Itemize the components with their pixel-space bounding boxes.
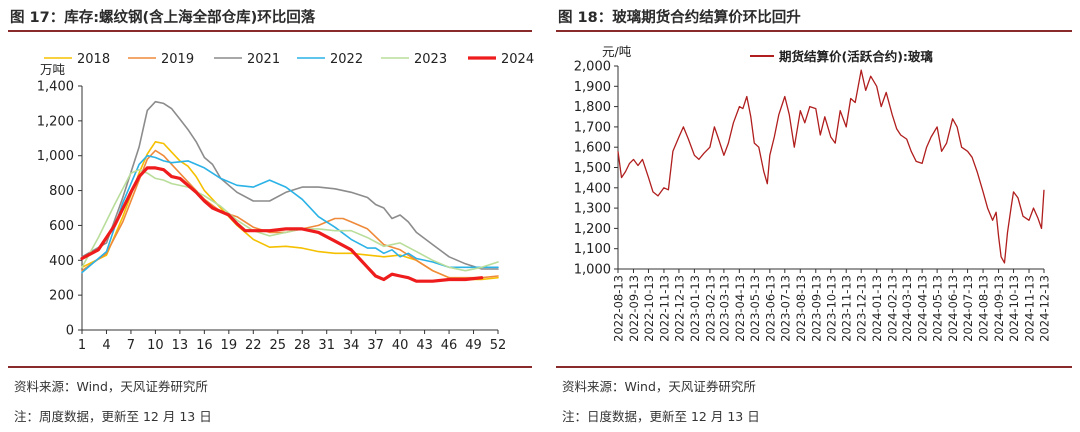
x-tick-label: 46: [441, 338, 458, 353]
x-tick-label: 13: [172, 338, 189, 353]
x-tick-label: 2022-12-13: [672, 275, 686, 342]
x-tick-label: 22: [245, 338, 262, 353]
x-tick-label: 2023-01-13: [688, 275, 702, 342]
y-tick-label: 1,400: [574, 181, 611, 196]
y-tick-label: 1,700: [574, 120, 611, 135]
x-tick-label: 52: [490, 338, 507, 353]
y-tick-label: 1,600: [574, 141, 611, 156]
legend-label: 2021: [247, 52, 280, 67]
x-tick-label: 16: [196, 338, 213, 353]
x-tick-label: 37: [367, 338, 384, 353]
x-tick-label: 2022-08-13: [612, 275, 626, 342]
x-tick-label: 40: [392, 338, 409, 353]
x-tick-label: 34: [343, 338, 360, 353]
x-tick-label: 2024-04-13: [916, 275, 930, 342]
y-tick-label: 1,200: [37, 114, 74, 129]
y-tick-label: 1,100: [574, 242, 611, 257]
x-tick-label: 10: [147, 338, 164, 353]
chart-source: 资料来源：Wind，天风证券研究所: [14, 379, 208, 394]
x-tick-label: 19: [221, 338, 238, 353]
x-tick-label: 2024-01-13: [870, 275, 884, 342]
x-tick-label: 4: [102, 338, 110, 353]
x-tick-label: 2024-08-13: [977, 275, 991, 342]
chart-note: 注：周度数据，更新至 12 月 13 日: [14, 409, 212, 424]
x-tick-label: 2023-05-13: [748, 275, 762, 342]
x-tick-label: 2024-12-13: [1038, 275, 1052, 342]
chart-panel-glass-futures: 图 18：玻璃期货合约结算价环比回升 1,000 1,100 1,200 1,300 1…: [548, 0, 1080, 432]
legend-label: 2019: [161, 52, 194, 67]
x-tick-label: 2023-11-13: [840, 275, 854, 342]
y-axis-unit: 万吨: [40, 62, 66, 77]
chart-note: 注：日度数据，更新至 12 月 13 日: [562, 409, 760, 424]
y-tick-label: 1,500: [574, 161, 611, 176]
chart-title: 图 17：库存:螺纹钢(含上海全部仓库)环比回落: [10, 10, 316, 26]
series-line: [81, 168, 499, 272]
x-tick-label: 2022-10-13: [642, 275, 656, 342]
series-line: [81, 141, 499, 281]
x-tick-label: 43: [416, 338, 433, 353]
y-tick-label: 600: [49, 219, 74, 234]
x-tick-label: 25: [269, 338, 286, 353]
x-tick-label: 2023-08-13: [794, 275, 808, 342]
legend-label: 2018: [77, 52, 110, 67]
title-divider: [556, 30, 1072, 32]
x-tick-label: 2023-02-13: [703, 275, 717, 342]
y-tick-label: 1,900: [574, 80, 611, 95]
x-tick-label: 2023-03-13: [717, 275, 731, 342]
legend-label: 2022: [330, 52, 363, 67]
x-tick-label: 1: [78, 338, 86, 353]
x-tick-label: 2023-06-13: [763, 275, 777, 342]
x-tick-label: 2023-04-13: [733, 275, 747, 342]
rebar-inventory-chart: 0 200 400 600 800 1,000 1,200 1,400 1 4 7 10 13 16 19 2…: [37, 52, 534, 353]
x-tick-label: 31: [318, 338, 335, 353]
y-tick-label: 800: [49, 184, 74, 199]
series-line: [81, 100, 499, 270]
y-tick-label: 1,400: [37, 80, 74, 95]
series-line: [617, 69, 1045, 264]
glass-futures-chart: 1,000 1,100 1,200 1,300 1,400 1,500 1,600 1,700…: [574, 44, 1052, 342]
series-line: [81, 154, 499, 274]
y-tick-label: 1,000: [37, 149, 74, 164]
x-tick-label: 2024-10-13: [1007, 275, 1021, 342]
y-tick-label: 200: [49, 289, 74, 304]
y-axis-unit: 元/吨: [602, 44, 632, 59]
x-tick-label: 2023-10-13: [824, 275, 838, 342]
x-tick-label: 2023-09-13: [809, 275, 823, 342]
series-line: [80, 166, 484, 283]
chart-panel-rebar-inventory: 图 17：库存:螺纹钢(含上海全部仓库)环比回落 0 200 400 600 800 1,…: [8, 10, 534, 424]
x-tick-label: 2024-09-13: [992, 275, 1006, 342]
x-tick-label: 2024-06-13: [946, 275, 960, 342]
x-tick-label: 2024-05-13: [931, 275, 945, 342]
legend-label: 2023: [414, 52, 447, 67]
legend-label: 期货结算价(活跃合约):玻璃: [779, 49, 933, 64]
footer-divider: [556, 366, 1072, 368]
y-tick-label: 1,000: [574, 263, 611, 278]
y-tick-label: 0: [66, 324, 74, 339]
y-tick-label: 2,000: [574, 60, 611, 75]
x-tick-label: 49: [465, 338, 482, 353]
x-tick-label: 2024-02-13: [886, 275, 900, 342]
y-tick-label: 400: [49, 254, 74, 269]
y-tick-label: 1,800: [574, 100, 611, 115]
chart-source: 资料来源：Wind，天风证券研究所: [562, 379, 756, 394]
x-tick-label: 2023-12-13: [855, 275, 869, 342]
title-divider: [8, 30, 532, 32]
x-tick-label: 2023-07-13: [778, 275, 792, 342]
x-tick-label: 28: [294, 338, 311, 353]
x-tick-label: 7: [127, 338, 135, 353]
x-tick-label: 2024-07-13: [961, 275, 975, 342]
footer-divider: [8, 366, 532, 368]
x-tick-label: 2024-11-13: [1023, 275, 1037, 342]
x-tick-label: 2024-03-13: [900, 275, 914, 342]
x-tick-label: 2022-09-13: [627, 275, 641, 342]
chart-title: 图 18：玻璃期货合约结算价环比回升: [558, 10, 801, 26]
legend-label: 2024: [501, 52, 534, 67]
y-tick-label: 1,200: [574, 222, 611, 237]
y-tick-label: 1,300: [574, 202, 611, 217]
x-tick-label: 2022-11-13: [657, 275, 671, 342]
